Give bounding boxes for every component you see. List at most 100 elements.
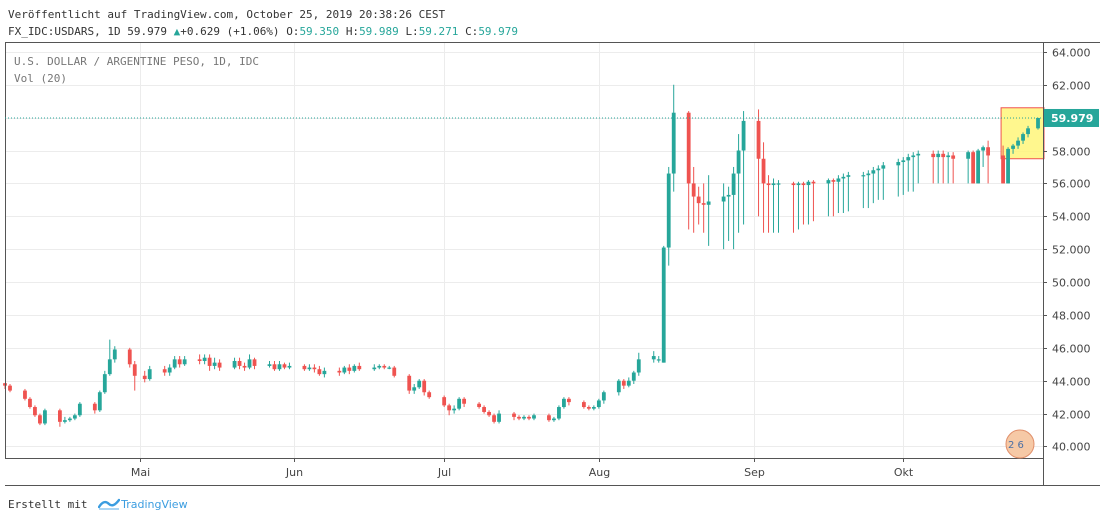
candle-body (532, 415, 536, 419)
candle-body (287, 365, 292, 368)
high-value: 59.989 (359, 25, 399, 38)
candle-body (177, 359, 182, 365)
candle-body (686, 112, 691, 184)
candle-body (631, 372, 636, 381)
candle-body (382, 365, 387, 368)
candle-body (237, 360, 242, 366)
candle-body (357, 365, 362, 370)
close-value: 59.979 (478, 25, 519, 38)
candle-body (312, 367, 317, 370)
candle-body (43, 410, 47, 424)
open-label: O: (286, 25, 300, 38)
candle-body (377, 365, 382, 368)
candle-body (881, 165, 886, 169)
candle-body (626, 380, 631, 386)
candle-body (911, 155, 916, 158)
candle-body (976, 150, 981, 184)
candle-body (981, 147, 986, 151)
x-tick-label: Jun (285, 466, 303, 479)
axes: 40.000 42.000 44.000 46.000 48.000 50.000 52.0… (5, 42, 1100, 486)
candle-body (352, 365, 357, 371)
candle-body (1011, 145, 1015, 149)
candle-body (212, 362, 217, 366)
candle-body (482, 407, 486, 412)
candle-body (896, 162, 901, 166)
candle-body (67, 418, 72, 421)
tradingview-link[interactable]: TradingView (121, 498, 188, 511)
candle-body (916, 153, 921, 156)
candle-body (422, 380, 427, 393)
candle-body (97, 392, 102, 411)
candle-body (162, 369, 167, 373)
candle-body (567, 398, 571, 403)
candle-body (806, 181, 811, 186)
candle-body (322, 370, 327, 375)
candle-body (272, 364, 277, 370)
candle-body (452, 408, 457, 411)
candle-body (1026, 128, 1030, 135)
candle-body (302, 365, 307, 370)
candle-body (661, 247, 666, 363)
candle-body (1021, 134, 1025, 141)
candle-body (831, 180, 836, 182)
candle-body (412, 387, 417, 391)
candle-body (282, 364, 287, 368)
candle-body (596, 400, 601, 408)
candle-body (601, 392, 606, 401)
low-label: L: (405, 25, 419, 38)
candle-body (417, 380, 422, 388)
y-tick-label: 42.000 (1052, 409, 1091, 422)
candle-body (761, 158, 766, 184)
candle-body (557, 407, 561, 419)
x-tick-label: Jul (437, 466, 451, 479)
candle-body (277, 364, 282, 370)
candle-body (591, 407, 596, 409)
candle-body (861, 175, 866, 177)
candle-body (876, 168, 881, 171)
candle-body (337, 370, 342, 373)
candle-body (92, 403, 97, 411)
candle-body (527, 416, 531, 419)
change-value: +0.629 (+1.06%) (180, 25, 280, 38)
published-info: Veröffentlicht auf TradingView.com, Octo… (8, 8, 446, 21)
candle-body (247, 359, 252, 368)
candle-body (497, 413, 501, 422)
candle-body (826, 180, 831, 184)
y-tick-label: 52.000 (1052, 244, 1091, 257)
candle-body (562, 398, 566, 408)
candle-body (242, 365, 247, 368)
tradingview-logo-icon (98, 498, 121, 510)
candle-body (492, 415, 496, 422)
flag-icon (1005, 429, 1035, 459)
candlesticks (3, 84, 1040, 427)
candle-body (726, 194, 731, 197)
candle-body (142, 375, 147, 380)
candle-body (462, 398, 467, 404)
symbol-label: FX_IDC:USDARS, 1D (8, 25, 121, 38)
y-tick-label: 50.000 (1052, 277, 1091, 290)
candle-body (736, 150, 741, 174)
candle-body (267, 364, 272, 366)
candle-body (836, 178, 841, 182)
candle-body (616, 380, 621, 393)
y-tick-label: 58.000 (1052, 146, 1091, 159)
candle-body (666, 173, 671, 248)
candle-body (372, 367, 377, 370)
candle-body (901, 160, 906, 163)
y-tick-label: 48.000 (1052, 310, 1091, 323)
candle-body (936, 153, 941, 158)
candle-body (846, 175, 851, 177)
candle-body (791, 183, 796, 186)
candle-body (906, 157, 911, 161)
candle-body (77, 403, 82, 416)
candle-body (871, 170, 876, 174)
candle-body (1006, 148, 1010, 184)
x-tick-label: Sep (744, 466, 765, 479)
candle-body (392, 367, 397, 376)
candle-body (147, 369, 152, 380)
last-price-tag (1044, 108, 1099, 127)
candle-body (207, 357, 212, 366)
candle-body (986, 147, 991, 156)
candle-body (771, 183, 776, 186)
